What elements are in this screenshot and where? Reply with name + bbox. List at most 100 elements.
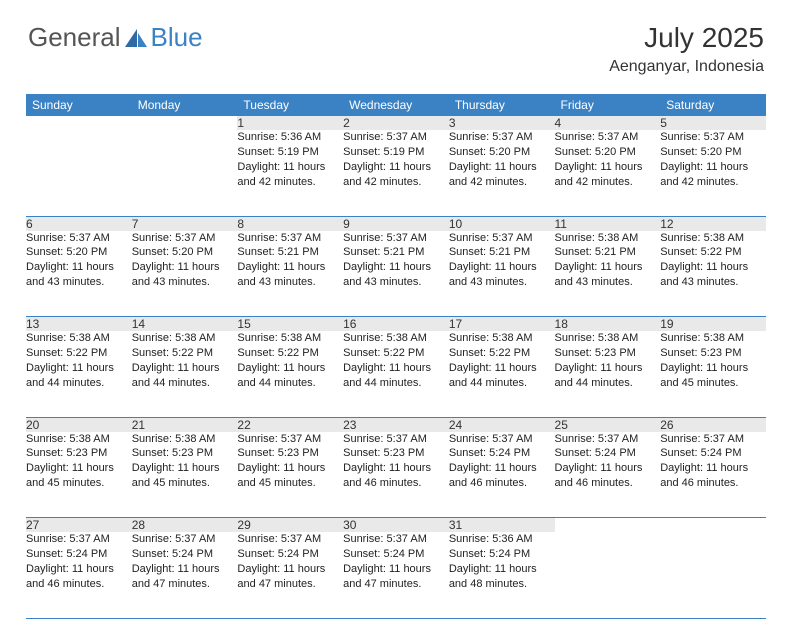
- sunset-text: Sunset: 5:24 PM: [555, 446, 661, 461]
- brand-logo: General Blue: [28, 22, 203, 53]
- day-number-cell: 1: [237, 116, 343, 130]
- sunset-text: Sunset: 5:23 PM: [660, 346, 766, 361]
- sunset-text: Sunset: 5:21 PM: [555, 245, 661, 260]
- sunset-text: Sunset: 5:21 PM: [237, 245, 343, 260]
- day-details-cell: Sunrise: 5:38 AMSunset: 5:23 PMDaylight:…: [132, 432, 238, 518]
- weekday-header-row: Sunday Monday Tuesday Wednesday Thursday…: [26, 94, 766, 116]
- sunset-text: Sunset: 5:23 PM: [343, 446, 449, 461]
- brand-blue: Blue: [151, 22, 203, 53]
- daynum-row: 6789101112: [26, 216, 766, 231]
- daylight-text: Daylight: 11 hours and 44 minutes.: [237, 361, 343, 391]
- day-details-cell: Sunrise: 5:38 AMSunset: 5:22 PMDaylight:…: [237, 331, 343, 417]
- day-number-cell: 23: [343, 417, 449, 432]
- daylight-text: Daylight: 11 hours and 44 minutes.: [555, 361, 661, 391]
- sunset-text: Sunset: 5:20 PM: [132, 245, 238, 260]
- sunset-text: Sunset: 5:21 PM: [343, 245, 449, 260]
- daylight-text: Daylight: 11 hours and 47 minutes.: [343, 562, 449, 592]
- daylight-text: Daylight: 11 hours and 46 minutes.: [555, 461, 661, 491]
- daylight-text: Daylight: 11 hours and 46 minutes.: [343, 461, 449, 491]
- day-details-cell: Sunrise: 5:37 AMSunset: 5:21 PMDaylight:…: [343, 231, 449, 317]
- sunset-text: Sunset: 5:20 PM: [449, 145, 555, 160]
- sunset-text: Sunset: 5:24 PM: [132, 547, 238, 562]
- day-details-cell: Sunrise: 5:38 AMSunset: 5:22 PMDaylight:…: [449, 331, 555, 417]
- day-number-cell: [555, 518, 661, 533]
- sunset-text: Sunset: 5:23 PM: [555, 346, 661, 361]
- daylight-text: Daylight: 11 hours and 46 minutes.: [660, 461, 766, 491]
- day-number-cell: 11: [555, 216, 661, 231]
- sunrise-text: Sunrise: 5:37 AM: [343, 130, 449, 145]
- sunrise-text: Sunrise: 5:37 AM: [237, 231, 343, 246]
- day-details-cell: Sunrise: 5:37 AMSunset: 5:21 PMDaylight:…: [237, 231, 343, 317]
- sunset-text: Sunset: 5:24 PM: [449, 446, 555, 461]
- sunrise-text: Sunrise: 5:38 AM: [26, 432, 132, 447]
- sunrise-text: Sunrise: 5:37 AM: [237, 532, 343, 547]
- daylight-text: Daylight: 11 hours and 47 minutes.: [237, 562, 343, 592]
- daylight-text: Daylight: 11 hours and 43 minutes.: [237, 260, 343, 290]
- sunrise-text: Sunrise: 5:37 AM: [26, 532, 132, 547]
- day-details-cell: Sunrise: 5:37 AMSunset: 5:20 PMDaylight:…: [555, 130, 661, 216]
- day-details-cell: Sunrise: 5:38 AMSunset: 5:23 PMDaylight:…: [26, 432, 132, 518]
- sunrise-text: Sunrise: 5:37 AM: [343, 231, 449, 246]
- sunset-text: Sunset: 5:24 PM: [449, 547, 555, 562]
- sunrise-text: Sunrise: 5:37 AM: [555, 130, 661, 145]
- day-number-cell: 28: [132, 518, 238, 533]
- day-number-cell: 9: [343, 216, 449, 231]
- day-details-cell: Sunrise: 5:37 AMSunset: 5:24 PMDaylight:…: [26, 532, 132, 618]
- daylight-text: Daylight: 11 hours and 44 minutes.: [132, 361, 238, 391]
- details-row: Sunrise: 5:38 AMSunset: 5:22 PMDaylight:…: [26, 331, 766, 417]
- sunrise-text: Sunrise: 5:36 AM: [237, 130, 343, 145]
- day-number-cell: 20: [26, 417, 132, 432]
- day-details-cell: Sunrise: 5:37 AMSunset: 5:20 PMDaylight:…: [26, 231, 132, 317]
- sunrise-text: Sunrise: 5:37 AM: [449, 432, 555, 447]
- daynum-row: 12345: [26, 116, 766, 130]
- details-row: Sunrise: 5:37 AMSunset: 5:20 PMDaylight:…: [26, 231, 766, 317]
- day-details-cell: Sunrise: 5:37 AMSunset: 5:20 PMDaylight:…: [660, 130, 766, 216]
- day-details-cell: Sunrise: 5:38 AMSunset: 5:23 PMDaylight:…: [555, 331, 661, 417]
- day-number-cell: 7: [132, 216, 238, 231]
- day-number-cell: 16: [343, 317, 449, 332]
- day-number-cell: 21: [132, 417, 238, 432]
- brand-general: General: [28, 22, 121, 53]
- daylight-text: Daylight: 11 hours and 45 minutes.: [132, 461, 238, 491]
- sunrise-text: Sunrise: 5:38 AM: [449, 331, 555, 346]
- day-number-cell: 3: [449, 116, 555, 130]
- daylight-text: Daylight: 11 hours and 47 minutes.: [132, 562, 238, 592]
- sunset-text: Sunset: 5:23 PM: [26, 446, 132, 461]
- day-details-cell: Sunrise: 5:37 AMSunset: 5:20 PMDaylight:…: [449, 130, 555, 216]
- day-details-cell: Sunrise: 5:37 AMSunset: 5:24 PMDaylight:…: [343, 532, 449, 618]
- day-details-cell: Sunrise: 5:37 AMSunset: 5:24 PMDaylight:…: [237, 532, 343, 618]
- day-details-cell: Sunrise: 5:37 AMSunset: 5:24 PMDaylight:…: [660, 432, 766, 518]
- daylight-text: Daylight: 11 hours and 42 minutes.: [555, 160, 661, 190]
- day-details-cell: [132, 130, 238, 216]
- daylight-text: Daylight: 11 hours and 42 minutes.: [449, 160, 555, 190]
- sunset-text: Sunset: 5:19 PM: [237, 145, 343, 160]
- day-details-cell: Sunrise: 5:36 AMSunset: 5:19 PMDaylight:…: [237, 130, 343, 216]
- day-details-cell: [555, 532, 661, 618]
- sunrise-text: Sunrise: 5:37 AM: [449, 130, 555, 145]
- sunrise-text: Sunrise: 5:38 AM: [555, 231, 661, 246]
- day-number-cell: [26, 116, 132, 130]
- details-row: Sunrise: 5:37 AMSunset: 5:24 PMDaylight:…: [26, 532, 766, 618]
- day-number-cell: 4: [555, 116, 661, 130]
- weekday-header: Wednesday: [343, 94, 449, 116]
- sunrise-text: Sunrise: 5:37 AM: [660, 130, 766, 145]
- daylight-text: Daylight: 11 hours and 46 minutes.: [26, 562, 132, 592]
- daylight-text: Daylight: 11 hours and 45 minutes.: [660, 361, 766, 391]
- day-number-cell: 30: [343, 518, 449, 533]
- day-details-cell: [26, 130, 132, 216]
- day-details-cell: Sunrise: 5:37 AMSunset: 5:23 PMDaylight:…: [343, 432, 449, 518]
- daynum-row: 2728293031: [26, 518, 766, 533]
- sunset-text: Sunset: 5:24 PM: [660, 446, 766, 461]
- daynum-row: 13141516171819: [26, 317, 766, 332]
- daylight-text: Daylight: 11 hours and 43 minutes.: [132, 260, 238, 290]
- sunrise-text: Sunrise: 5:37 AM: [343, 532, 449, 547]
- sunrise-text: Sunrise: 5:37 AM: [237, 432, 343, 447]
- day-number-cell: 19: [660, 317, 766, 332]
- sunrise-text: Sunrise: 5:38 AM: [555, 331, 661, 346]
- sunrise-text: Sunrise: 5:37 AM: [343, 432, 449, 447]
- day-number-cell: 22: [237, 417, 343, 432]
- day-details-cell: Sunrise: 5:37 AMSunset: 5:24 PMDaylight:…: [132, 532, 238, 618]
- daylight-text: Daylight: 11 hours and 44 minutes.: [449, 361, 555, 391]
- sunrise-text: Sunrise: 5:37 AM: [555, 432, 661, 447]
- day-number-cell: 10: [449, 216, 555, 231]
